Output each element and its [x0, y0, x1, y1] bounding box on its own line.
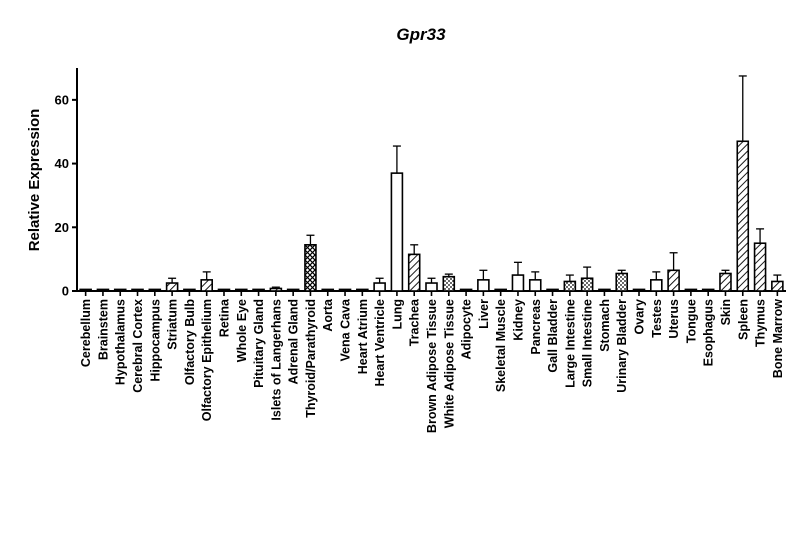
x-category-label: Vena Cava — [339, 298, 353, 362]
x-category-label: Testes — [650, 299, 664, 338]
bar-pituitary-gland — [252, 288, 265, 292]
x-category-label: Islets of Langerhans — [269, 299, 283, 421]
x-category-label: Adrenal Gland — [287, 299, 301, 384]
x-category-label: Cerebral Cortex — [131, 299, 145, 393]
bar-hypothalamus — [113, 288, 127, 292]
bar-aorta — [321, 288, 335, 292]
x-category-label: Small Intestine — [581, 299, 595, 387]
x-category-label: Striatum — [166, 299, 180, 350]
bar-esophagus — [701, 288, 715, 292]
bar-retina — [217, 288, 231, 292]
bar-trachea — [407, 253, 421, 292]
x-category-label: Large Intestine — [563, 299, 577, 388]
bar-heart-ventricle — [373, 282, 386, 292]
bar-pancreas — [528, 279, 542, 292]
bar-gall-bladder — [546, 288, 559, 292]
bar-ovary — [632, 288, 646, 292]
x-category-label: Adipocyte — [460, 299, 474, 359]
x-category-label: Skeletal Muscle — [494, 299, 508, 392]
bar-brown-adipose-tissue — [425, 282, 438, 292]
bar-thyroid-parathyroid — [304, 244, 317, 292]
x-category-label: Stomach — [598, 299, 612, 352]
x-category-label: Thymus — [754, 299, 768, 347]
x-category-label: Heart Atrium — [356, 299, 370, 374]
x-category-label: Spleen — [736, 299, 750, 340]
x-category-label: Tongue — [684, 299, 698, 343]
bar-olfactory-epithelium — [200, 279, 213, 292]
bar-urinary-bladder — [615, 272, 629, 292]
bar-testes — [650, 279, 663, 292]
x-category-label: Hypothalamus — [114, 299, 128, 385]
x-category-label: Thyroid/Parathyroid — [304, 299, 318, 418]
bar-small-intestine — [580, 277, 594, 292]
x-category-label: Urinary Bladder — [615, 299, 629, 393]
x-category-label: Heart Ventricle — [373, 299, 387, 387]
bar-white-adipose-tissue — [442, 275, 456, 292]
bar-heart-atrium — [356, 288, 369, 292]
x-category-label: Esophagus — [702, 299, 716, 366]
y-tick-label: 40 — [55, 156, 69, 171]
bar-large-intestine — [563, 280, 577, 292]
x-category-label: Pituitary Gland — [252, 299, 266, 388]
x-category-label: Olfactory Epithelium — [200, 299, 214, 421]
bar-vena-cava — [338, 288, 352, 292]
y-tick-label: 60 — [55, 92, 69, 107]
bar-hippocampus — [148, 288, 162, 292]
bar-olfactory-bulb — [183, 288, 196, 292]
chart-marks: 0 20 40 60 Cerebellum Brainstem Hypothalamus Ce… — [55, 68, 786, 433]
bar-stomach — [598, 288, 611, 292]
x-category-label: White Adipose Tissue — [442, 299, 456, 428]
x-category-label: Whole Eye — [235, 299, 249, 362]
bar-spleen — [736, 140, 750, 292]
bar-whole-eye — [234, 288, 248, 292]
bar-striatum — [165, 282, 179, 292]
x-category-label: Skin — [719, 299, 733, 325]
x-category-label: Brainstem — [96, 299, 110, 360]
x-category-label: Liver — [477, 299, 491, 329]
bar-uterus — [667, 269, 680, 292]
x-category-label: Pancreas — [529, 299, 543, 355]
x-category-label: Cerebellum — [79, 299, 93, 367]
bar-bone-marrow — [771, 280, 784, 292]
bar-adipocyte — [459, 288, 473, 292]
x-category-label: Kidney — [511, 299, 525, 341]
bar-skin — [719, 272, 732, 292]
x-category-label: Ovary — [633, 299, 647, 334]
bar-adrenal-gland — [286, 288, 300, 292]
x-category-label: Bone Marrow — [771, 299, 785, 378]
x-category-label: Trachea — [408, 298, 422, 346]
x-category-label: Gall Bladder — [546, 299, 560, 373]
bar-lung — [390, 172, 404, 292]
y-tick-label: 20 — [55, 220, 69, 235]
bar-brainstem — [96, 288, 110, 292]
x-category-label: Brown Adipose Tissue — [425, 299, 439, 433]
x-category-label: Olfactory Bulb — [183, 299, 197, 385]
bar-islets-of-langerhans — [269, 287, 283, 292]
bar-cerebellum — [79, 288, 92, 292]
bar-skeletal-muscle — [494, 288, 507, 292]
bar-cerebral-cortex — [131, 288, 144, 292]
y-axis-label: Relative Expression — [26, 109, 43, 252]
x-category-label: Lung — [390, 299, 404, 330]
bar-kidney — [511, 274, 525, 292]
bar-liver — [477, 279, 490, 292]
x-category-label: Uterus — [667, 299, 681, 339]
x-category-label: Retina — [217, 298, 231, 337]
bar-tongue — [684, 288, 698, 292]
x-category-label: Aorta — [321, 298, 335, 332]
bar-thymus — [753, 242, 767, 292]
x-category-label: Hippocampus — [148, 299, 162, 382]
y-tick-label: 0 — [62, 284, 69, 299]
chart-title: Gpr33 — [396, 25, 446, 44]
